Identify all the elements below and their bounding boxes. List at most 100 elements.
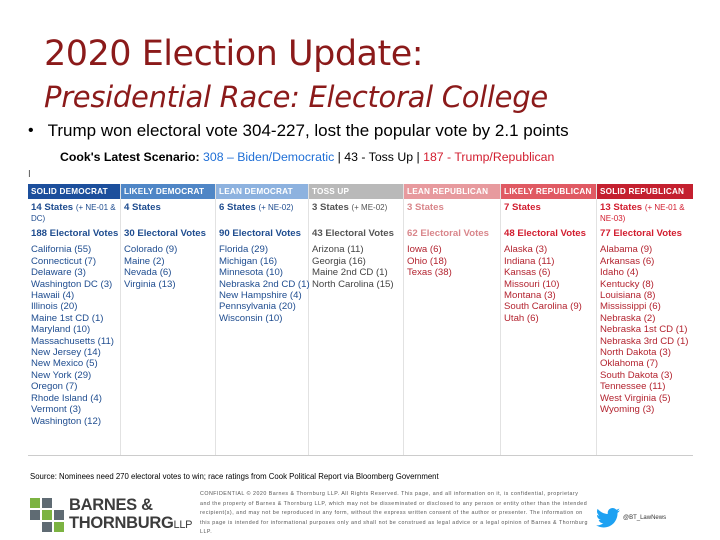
state-item: Ohio (18) xyxy=(407,255,447,267)
twitter-handle[interactable]: @BT_LawNews xyxy=(623,515,667,521)
state-count: 7 States xyxy=(504,202,593,228)
state-list: Alaska (3) Indiana (11) Kansas (6) Missouri… xyxy=(504,244,593,324)
state-count-value: 3 States xyxy=(407,202,444,213)
column-header: TOSS UP xyxy=(309,184,403,199)
state-item: New York (29) xyxy=(31,369,92,381)
state-item: Michigan (16) xyxy=(219,255,278,267)
state-item: Indiana (11) xyxy=(504,255,555,267)
column-header: SOLID REPUBLICAN xyxy=(597,184,693,199)
state-item: Utah (6) xyxy=(504,312,539,324)
column-body: 14 States (+ NE-01 & DC) 188 Electoral Vo… xyxy=(28,199,120,427)
state-count: 3 States xyxy=(407,202,497,228)
state-item: Delaware (3) xyxy=(31,267,86,279)
rating-column: LEAN REPUBLICAN 3 States 62 Electoral Vote… xyxy=(404,184,501,455)
state-count-value: 7 States xyxy=(504,202,541,213)
state-item: New Jersey (14) xyxy=(31,347,101,359)
state-count-value: 4 States xyxy=(124,202,161,213)
rating-column: SOLID REPUBLICAN 13 States (+ NE-01 & NE-… xyxy=(597,184,693,455)
state-item: Nebraska 2nd CD (1) xyxy=(219,278,310,290)
state-item: Maine 1st CD (1) xyxy=(31,312,104,324)
state-item: Missouri (10) xyxy=(504,278,560,290)
twitter-icon[interactable] xyxy=(596,508,620,533)
rating-column: LIKELY DEMOCRAT 4 States 30 Electoral Vote… xyxy=(121,184,216,455)
electoral-votes: 48 Electoral Votes xyxy=(504,228,586,239)
rating-column: LEAN DEMOCRAT 6 States (+ NE-02) 90 Electo… xyxy=(216,184,310,455)
column-body: 6 States (+ NE-02) 90 Electoral Votes Flor… xyxy=(216,199,310,324)
state-item: South Carolina (9) xyxy=(504,301,582,313)
state-item: Illinois (20) xyxy=(31,301,78,313)
text-cursor-icon: I xyxy=(28,169,31,180)
state-item: Virginia (13) xyxy=(124,278,176,290)
state-item: Nebraska (2) xyxy=(600,312,656,324)
state-item: Idaho (4) xyxy=(600,267,639,279)
state-item: Florida (29) xyxy=(219,244,269,256)
state-item: Oklahoma (7) xyxy=(600,358,659,370)
state-item: Alaska (3) xyxy=(504,244,548,256)
source-note: Source: Nominees need 270 electoral vote… xyxy=(30,472,439,481)
state-list: Colorado (9) Maine (2) Nevada (6) Virginia … xyxy=(124,244,212,290)
scenario-tossup: | 43 - Toss Up | xyxy=(334,150,424,164)
scenario-rep: 187 - Trump/Republican xyxy=(423,150,555,164)
column-body: 7 States 48 Electoral Votes Alaska (3) Indi… xyxy=(501,199,596,324)
scenario-dem: 308 – Biden/Democratic xyxy=(203,150,335,164)
district-note: (+ ME-02) xyxy=(351,203,388,212)
state-item: Connecticut (7) xyxy=(31,255,97,267)
state-item: Washington DC (3) xyxy=(31,278,113,290)
state-item: Arizona (11) xyxy=(312,244,364,256)
logo-mark-icon xyxy=(30,498,64,532)
state-item: Wisconsin (10) xyxy=(219,312,283,324)
electoral-votes: 77 Electoral Votes xyxy=(600,228,682,239)
electoral-ratings-table: SOLID DEMOCRAT 14 States (+ NE-01 & DC) 18… xyxy=(28,184,693,456)
rating-column: TOSS UP 3 States (+ ME-02) 43 Electoral Vo… xyxy=(309,184,404,455)
electoral-votes: 62 Electoral Votes xyxy=(407,228,489,239)
state-item: Louisiana (8) xyxy=(600,290,656,302)
state-list: Iowa (6) Ohio (18) Texas (38) xyxy=(407,244,497,278)
bullet-point: • Trump won electoral vote 304-227, lost… xyxy=(28,121,569,141)
district-note: (+ NE-02) xyxy=(258,203,294,212)
state-item: Kentucky (8) xyxy=(600,278,654,290)
state-item: South Dakota (3) xyxy=(600,369,673,381)
state-item: Mississippi (6) xyxy=(600,301,661,313)
scenario-prefix: Cook's Latest Scenario: xyxy=(60,150,204,164)
state-item: West Virginia (5) xyxy=(600,392,671,404)
state-item: Washington (12) xyxy=(31,415,102,427)
state-item: Oregon (7) xyxy=(31,381,78,393)
state-item: Georgia (16) xyxy=(312,255,366,267)
confidentiality-notice: CONFIDENTIAL © 2020 Barnes & Thornburg L… xyxy=(200,491,588,535)
rating-column: SOLID DEMOCRAT 14 States (+ NE-01 & DC) 18… xyxy=(28,184,121,455)
logo-line2: THORNBURG xyxy=(69,514,174,532)
state-item: New Mexico (5) xyxy=(31,358,98,370)
rating-column: LIKELY REPUBLICAN 7 States 48 Electoral Vo… xyxy=(501,184,597,455)
column-header: LIKELY DEMOCRAT xyxy=(121,184,215,199)
column-body: 4 States 30 Electoral Votes Colorado (9) Ma… xyxy=(121,199,215,290)
state-item: Texas (38) xyxy=(407,267,452,279)
district-note: (+ NE-01 & DC) xyxy=(31,203,116,224)
state-item: Maine (2) xyxy=(124,255,165,267)
state-item: Wyoming (3) xyxy=(600,404,655,416)
column-header: SOLID DEMOCRAT xyxy=(28,184,120,199)
slide-title: 2020 Election Update: xyxy=(44,34,424,74)
state-item: Maryland (10) xyxy=(31,324,91,336)
state-item: Alabama (9) xyxy=(600,244,653,256)
state-list: Florida (29) Michigan (16) Minnesota (10) N… xyxy=(219,244,310,324)
state-list: Alabama (9) Arkansas (6) Idaho (4) Kentucky… xyxy=(600,244,690,415)
state-count-value: 14 States xyxy=(31,202,74,213)
state-item: North Carolina (15) xyxy=(312,278,394,290)
scenario-line: Cook's Latest Scenario: 308 – Biden/Demo… xyxy=(60,150,554,164)
column-header: LIKELY REPUBLICAN xyxy=(501,184,596,199)
state-item: Nebraska 1st CD (1) xyxy=(600,324,688,336)
state-count: 6 States (+ NE-02) xyxy=(219,202,305,228)
state-item: Hawaii (4) xyxy=(31,290,75,302)
column-body: 3 States (+ ME-02) 43 Electoral Votes Ariz… xyxy=(309,199,403,290)
state-item: Kansas (6) xyxy=(504,267,551,279)
electoral-votes: 30 Electoral Votes xyxy=(124,228,206,239)
electoral-votes: 90 Electoral Votes xyxy=(219,228,301,239)
state-item: Nevada (6) xyxy=(124,267,172,279)
logo-line1: BARNES & xyxy=(69,496,153,514)
column-body: 13 States (+ NE-01 & NE-03) 77 Electoral … xyxy=(597,199,693,416)
electoral-votes: 43 Electoral Votes xyxy=(312,228,394,239)
column-body: 3 States 62 Electoral Votes Iowa (6) Ohio (… xyxy=(404,199,500,279)
district-note: (+ NE-01 & NE-03) xyxy=(600,203,685,224)
state-count: 3 States (+ ME-02) xyxy=(312,202,400,228)
state-item: Tennessee (11) xyxy=(600,381,666,393)
